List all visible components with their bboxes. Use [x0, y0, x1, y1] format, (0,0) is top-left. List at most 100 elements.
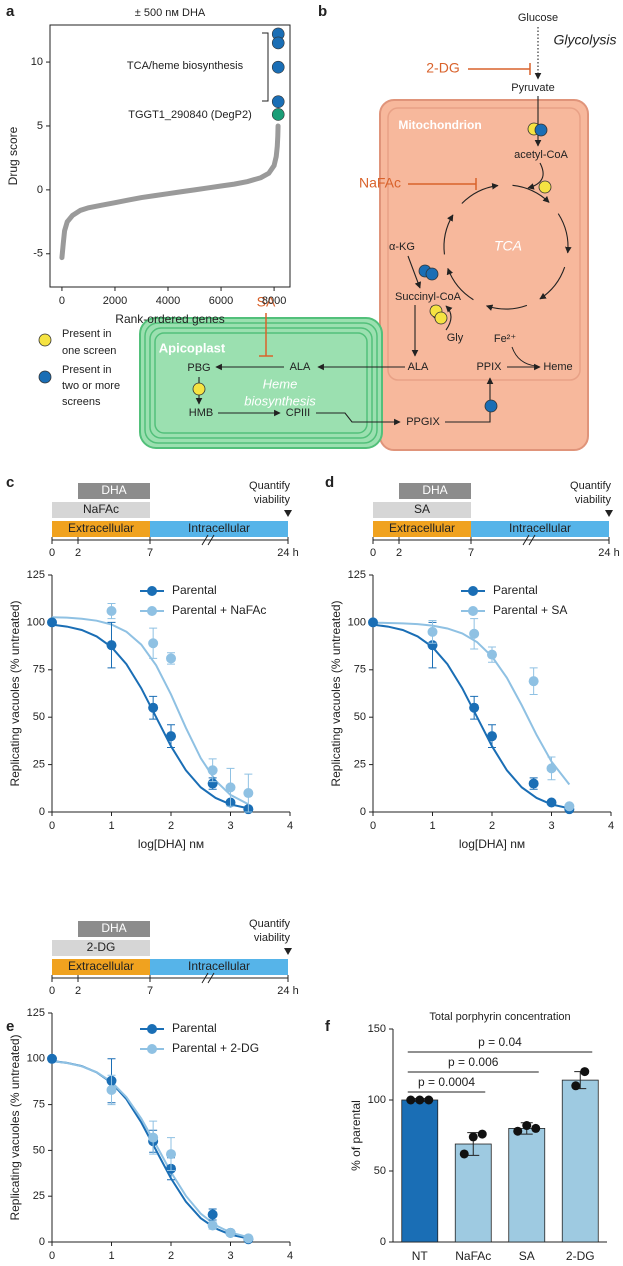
y-tick-label: 0 [39, 806, 45, 818]
legend-label: Parental + SA [493, 603, 567, 617]
legend-label: Parental [172, 583, 217, 597]
axis-break [201, 534, 215, 546]
x-axis-label: log[DHA] nᴍ [459, 837, 525, 851]
metabolite: Succinyl-CoA [395, 291, 462, 303]
y-tick-label: 75 [354, 664, 366, 676]
x-tick-label: 3 [227, 1250, 233, 1262]
legend-marker [468, 606, 478, 616]
chart-title: Total porphyrin concentration [429, 1011, 570, 1023]
p-value: p = 0.04 [478, 1035, 522, 1049]
timeline-tick-label: 7 [147, 985, 153, 997]
y-tick-label: 125 [348, 569, 366, 581]
fit-curve [51, 1060, 249, 1239]
x-tick-label: 6000 [209, 295, 233, 307]
y-tick-label: -5 [33, 248, 43, 260]
data-point [106, 606, 117, 617]
data-point [148, 702, 159, 713]
replicate-point [571, 1081, 581, 1091]
legend-marker [38, 333, 52, 347]
phase-bar [52, 959, 150, 975]
data-point [47, 1053, 57, 1064]
drug-bar [78, 921, 150, 937]
cycle-arrow [539, 266, 566, 300]
x-tick-label: 4 [287, 1250, 293, 1262]
inhibition [259, 313, 273, 357]
phase-bar [471, 521, 609, 537]
readout-label: Quantify [570, 480, 611, 492]
data-point [207, 765, 218, 776]
legend-marker [147, 586, 157, 596]
replicate-point [580, 1067, 590, 1077]
data-point [207, 1209, 218, 1220]
replicate-point [406, 1095, 416, 1105]
data-point [225, 782, 236, 793]
data-point [47, 617, 57, 628]
timeline-tick-label: 24 h [277, 547, 298, 559]
legend-marker [147, 1044, 157, 1054]
x-tick-label: 2-DG [566, 1249, 595, 1263]
metabolite: Glucose [518, 12, 558, 24]
data-point [106, 640, 117, 651]
compartment-label: Mitochondrion [398, 118, 481, 132]
y-tick-label: 100 [348, 616, 366, 628]
drug-label: DHA [101, 921, 126, 935]
data-point [546, 797, 557, 808]
y-axis-label: % of parental [349, 1100, 363, 1171]
metabolite: CPIII [286, 407, 310, 419]
phase-label: Intracellular [188, 521, 250, 535]
metabolite: PPGIX [406, 416, 440, 428]
x-tick-label: 1 [108, 1250, 114, 1262]
y-tick-label: 125 [27, 1007, 45, 1019]
phase-bar [52, 521, 150, 537]
data-point [546, 763, 557, 774]
arrow [445, 377, 494, 423]
replicate-point [477, 1129, 487, 1139]
x-tick-label: 0 [370, 820, 376, 832]
readout-label: viability [254, 932, 291, 944]
y-tick-label: 50 [354, 711, 366, 723]
data-point [225, 1227, 236, 1238]
hit-many [425, 267, 439, 281]
readout-label: viability [575, 494, 612, 506]
timeline-tick-label: 2 [75, 547, 81, 559]
metabolite: Heme [543, 361, 572, 373]
arrow [527, 162, 544, 190]
plot-frame [49, 24, 291, 288]
pathway-name: Glycolysis [553, 32, 616, 48]
fit-curve [51, 623, 249, 810]
apicoplast [139, 317, 383, 449]
legend-label: one screen [62, 345, 116, 357]
panel-label: e [6, 1018, 14, 1035]
inhibition [468, 63, 531, 75]
data-point [528, 676, 539, 687]
bar [401, 1099, 439, 1243]
axis-break [201, 972, 215, 984]
x-tick-label: NaFAc [455, 1249, 491, 1263]
replicate-point [522, 1121, 532, 1131]
annotation: TCA/heme biosynthesis [127, 60, 244, 72]
data-point [148, 638, 159, 649]
timeline-tick-label: 2 [75, 985, 81, 997]
drug-label: SA [414, 502, 430, 516]
y-tick-label: 50 [33, 1144, 45, 1156]
timeline-tick-label: 0 [370, 547, 376, 559]
arrow [407, 255, 422, 289]
data-point [469, 702, 480, 713]
metabolite: PBG [187, 362, 210, 374]
drug-bar [399, 483, 471, 499]
timeline-tick-label: 0 [49, 985, 55, 997]
x-tick-label: 0 [49, 1250, 55, 1262]
chart-title: ± 500 nᴍ DHA [135, 7, 206, 19]
y-tick-label: 50 [33, 711, 45, 723]
legend-label: Present in [62, 364, 112, 376]
bar [561, 1079, 599, 1243]
gene-point [271, 36, 285, 50]
y-tick-label: 125 [27, 569, 45, 581]
tca-cycle [443, 183, 572, 311]
x-tick-label: 4000 [156, 295, 180, 307]
legend-label: Parental [172, 1021, 217, 1035]
data-point [427, 626, 438, 637]
y-tick-label: 0 [380, 1236, 386, 1248]
y-axis-label: Drug score [6, 126, 20, 185]
timeline-tick-label: 24 h [277, 985, 298, 997]
